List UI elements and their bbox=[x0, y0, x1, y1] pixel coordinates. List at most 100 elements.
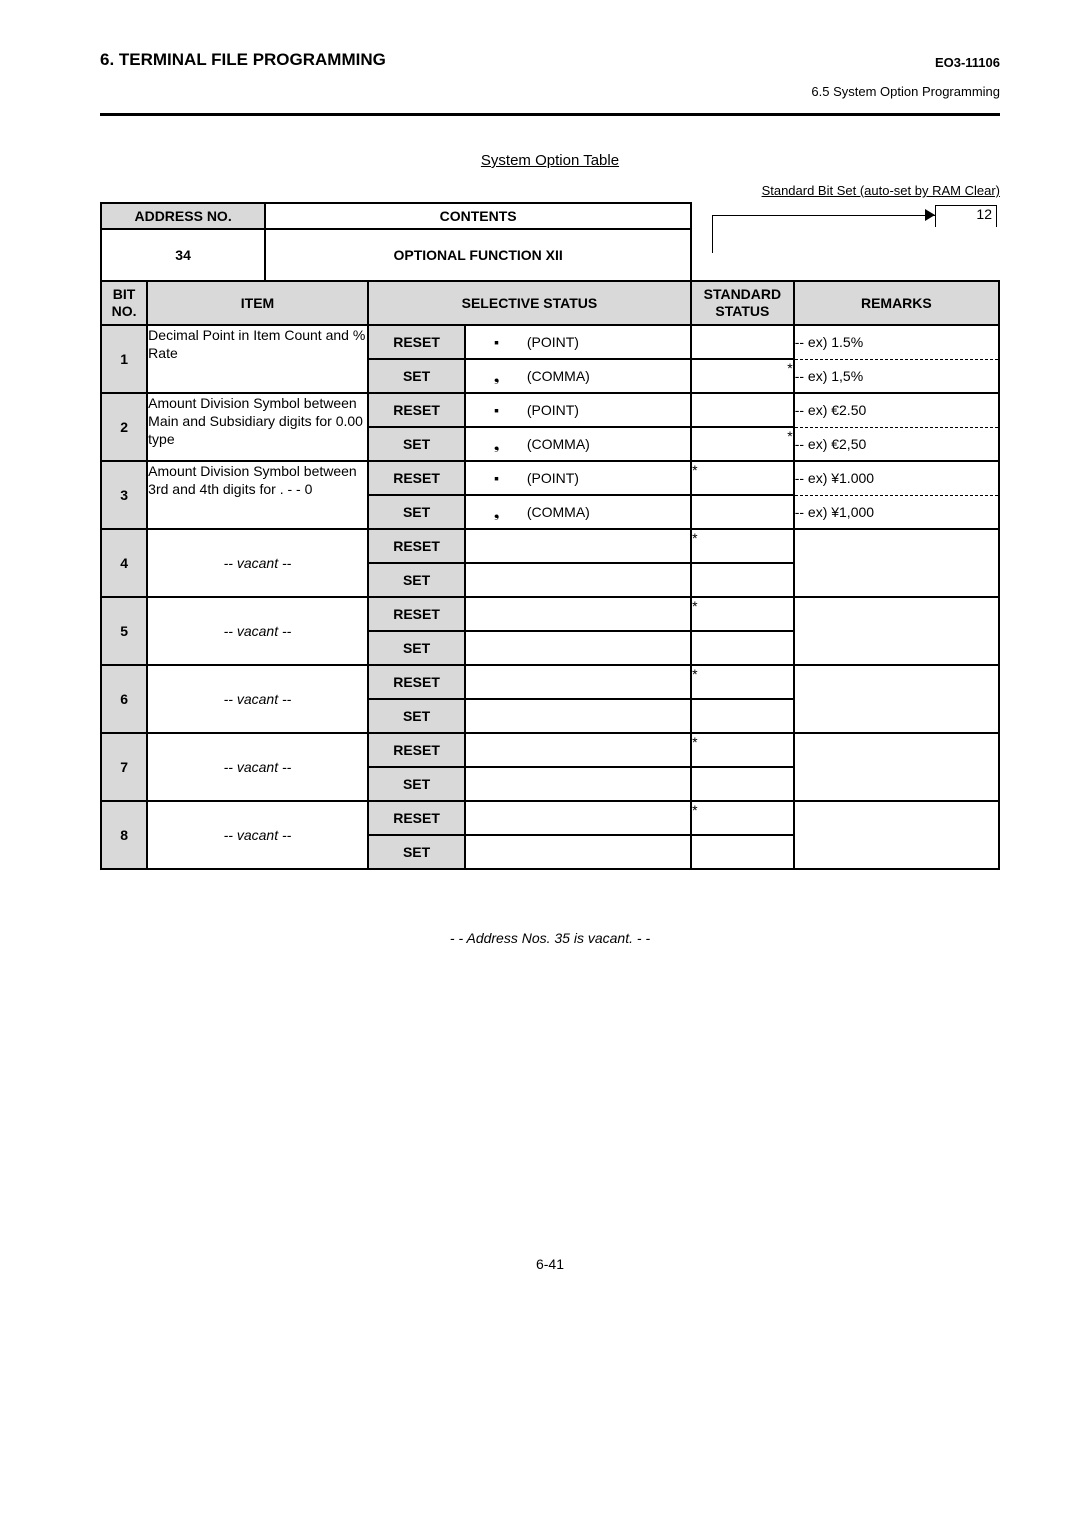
standard-status-set-left bbox=[691, 631, 742, 665]
table-row: 3Amount Division Symbol between 3rd and … bbox=[101, 461, 999, 495]
standard-status-set-right bbox=[742, 835, 793, 869]
table-container: ADDRESS NO. CONTENTS 12 34 OPTIONAL FUNC… bbox=[100, 202, 1000, 870]
header-row-1: ADDRESS NO. CONTENTS 12 bbox=[101, 203, 999, 229]
set-symbol bbox=[465, 835, 527, 869]
bit-no: 1 bbox=[101, 325, 147, 393]
legend-value: 12 bbox=[935, 205, 997, 227]
reset-label: RESET bbox=[368, 733, 465, 767]
address-no-header: ADDRESS NO. bbox=[101, 203, 265, 229]
header-divider bbox=[100, 113, 1000, 116]
standard-status-set-right: * bbox=[742, 427, 793, 461]
standard-status-set-right bbox=[742, 563, 793, 597]
reset-symbol bbox=[465, 733, 527, 767]
reset-symbol bbox=[465, 529, 527, 563]
page-number: 6-41 bbox=[100, 1256, 1000, 1272]
set-symbol: ❟ bbox=[465, 495, 527, 529]
table-row: 1Decimal Point in Item Count and % RateR… bbox=[101, 325, 999, 359]
reset-symbol: ▪ bbox=[465, 325, 527, 359]
set-symbol bbox=[465, 563, 527, 597]
standard-status-set-right bbox=[742, 767, 793, 801]
standard-status-reset-right bbox=[742, 325, 793, 359]
item-vacant: -- vacant -- bbox=[147, 801, 368, 869]
standard-status-set-left bbox=[691, 563, 742, 597]
vacant-note: - - Address Nos. 35 is vacant. - - bbox=[100, 930, 1000, 946]
reset-symbol bbox=[465, 597, 527, 631]
table-row: 6-- vacant --RESET* bbox=[101, 665, 999, 699]
standard-status-set-left bbox=[691, 699, 742, 733]
standard-status-reset-right bbox=[742, 597, 793, 631]
remarks-reset: -- ex) ¥1.000 bbox=[794, 461, 999, 495]
remarks-header: REMARKS bbox=[794, 281, 999, 325]
bitno-header: BIT NO. bbox=[101, 281, 147, 325]
reset-label: RESET bbox=[368, 393, 465, 427]
reset-text bbox=[527, 801, 691, 835]
set-symbol: ❟ bbox=[465, 359, 527, 393]
standard-status-reset-right bbox=[742, 461, 793, 495]
bit-no: 3 bbox=[101, 461, 147, 529]
standard-status-set-left bbox=[691, 835, 742, 869]
standard-status-set-left bbox=[691, 767, 742, 801]
set-text: (COMMA) bbox=[527, 495, 691, 529]
subsection-title: 6.5 System Option Programming bbox=[100, 84, 1000, 99]
set-label: SET bbox=[368, 699, 465, 733]
reset-symbol bbox=[465, 665, 527, 699]
standard-status-reset-left: * bbox=[691, 461, 742, 495]
reset-symbol: ▪ bbox=[465, 393, 527, 427]
reset-symbol bbox=[465, 801, 527, 835]
reset-text: (POINT) bbox=[527, 393, 691, 427]
reset-label: RESET bbox=[368, 801, 465, 835]
page: 6. TERMINAL FILE PROGRAMMING EO3-11106 6… bbox=[0, 0, 1080, 1332]
remarks-reset bbox=[794, 529, 999, 597]
reset-text: (POINT) bbox=[527, 325, 691, 359]
remarks-reset bbox=[794, 733, 999, 801]
item-description: Decimal Point in Item Count and % Rate bbox=[147, 325, 368, 393]
table-title: System Option Table bbox=[100, 152, 1000, 169]
reset-text bbox=[527, 733, 691, 767]
set-label: SET bbox=[368, 495, 465, 529]
standard-status-set-right bbox=[742, 699, 793, 733]
set-text bbox=[527, 767, 691, 801]
item-vacant: -- vacant -- bbox=[147, 733, 368, 801]
table-row: 7-- vacant --RESET* bbox=[101, 733, 999, 767]
standard-status-reset-left: * bbox=[691, 733, 742, 767]
remarks-set: -- ex) €2,50 bbox=[794, 427, 999, 461]
remarks-set: -- ex) ¥1,000 bbox=[794, 495, 999, 529]
reset-text bbox=[527, 529, 691, 563]
set-symbol bbox=[465, 631, 527, 665]
function-name: OPTIONAL FUNCTION XII bbox=[265, 229, 691, 281]
legend-arrow-cell: 12 bbox=[691, 203, 999, 281]
set-text bbox=[527, 631, 691, 665]
set-label: SET bbox=[368, 427, 465, 461]
standard-status-reset-right bbox=[742, 801, 793, 835]
doc-code: EO3-11106 bbox=[935, 55, 1000, 70]
set-label: SET bbox=[368, 767, 465, 801]
standard-status-reset-left bbox=[691, 393, 742, 427]
reset-label: RESET bbox=[368, 665, 465, 699]
standard-status-reset-right bbox=[742, 529, 793, 563]
standard-status-set-right: * bbox=[742, 359, 793, 393]
system-option-table: ADDRESS NO. CONTENTS 12 34 OPTIONAL FUNC… bbox=[100, 202, 1000, 870]
reset-label: RESET bbox=[368, 325, 465, 359]
remarks-reset: -- ex) €2.50 bbox=[794, 393, 999, 427]
column-header-row: BIT NO. ITEM SELECTIVE STATUS STANDARD S… bbox=[101, 281, 999, 325]
standard-status-reset-left: * bbox=[691, 801, 742, 835]
selective-header: SELECTIVE STATUS bbox=[368, 281, 691, 325]
reset-text bbox=[527, 597, 691, 631]
reset-label: RESET bbox=[368, 597, 465, 631]
bit-no: 6 bbox=[101, 665, 147, 733]
contents-header: CONTENTS bbox=[265, 203, 691, 229]
table-row: 5-- vacant --RESET* bbox=[101, 597, 999, 631]
table-row: 4-- vacant --RESET* bbox=[101, 529, 999, 563]
standard-status-reset-left: * bbox=[691, 597, 742, 631]
set-label: SET bbox=[368, 563, 465, 597]
reset-label: RESET bbox=[368, 461, 465, 495]
standard-status-set-left bbox=[691, 495, 742, 529]
address-no-value: 34 bbox=[101, 229, 265, 281]
standard-status-reset-left: * bbox=[691, 529, 742, 563]
standard-status-reset-left: * bbox=[691, 665, 742, 699]
set-text bbox=[527, 699, 691, 733]
item-vacant: -- vacant -- bbox=[147, 665, 368, 733]
standard-status-reset-left bbox=[691, 325, 742, 359]
bit-no: 5 bbox=[101, 597, 147, 665]
set-symbol bbox=[465, 767, 527, 801]
